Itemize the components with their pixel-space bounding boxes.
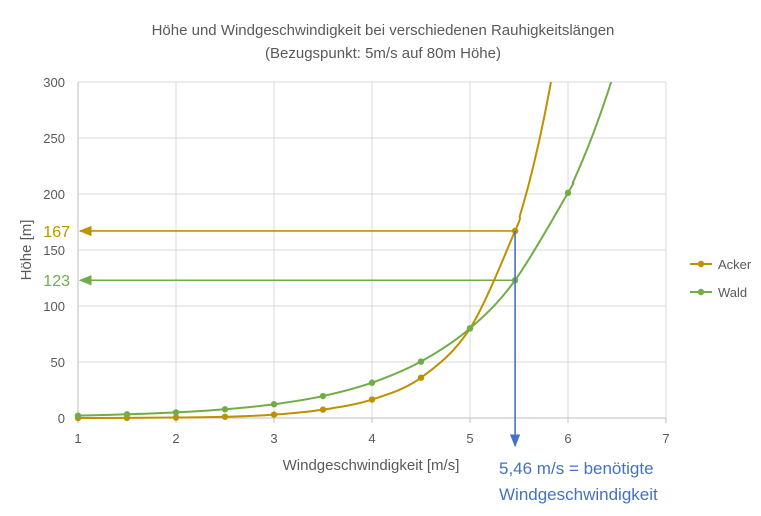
speed-annotation-line2: Windgeschwindigkeit (499, 485, 658, 504)
data-point-wald (564, 189, 572, 197)
y-tick-label: 100 (43, 299, 65, 314)
data-point-acker (270, 411, 278, 418)
grid (78, 81, 667, 418)
x-tick-label: 3 (270, 431, 277, 446)
data-point-wald (466, 325, 474, 332)
reference-label: 167 (43, 224, 70, 241)
data-point-wald (270, 401, 278, 408)
x-tick-label: 4 (368, 431, 375, 446)
data-point-wald (221, 406, 229, 413)
data-point-wald (368, 379, 376, 386)
x-tick-label: 7 (662, 431, 669, 446)
y-tick-label: 250 (43, 131, 65, 146)
legend-marker-wald (697, 288, 705, 296)
data-point-acker (417, 374, 425, 381)
chart-subtitle: (Bezugspunkt: 5m/s auf 80m Höhe) (265, 45, 501, 62)
data-point-wald (74, 412, 82, 419)
y-tick-label: 200 (43, 187, 65, 202)
y-tick-label: 150 (43, 243, 65, 258)
data-point-wald (172, 409, 180, 416)
y-tick-label: 0 (58, 411, 65, 426)
chart-title: Höhe und Windgeschwindigkeit bei verschi… (152, 22, 615, 39)
x-tick-label: 5 (466, 431, 473, 446)
legend-label-acker: Acker (718, 257, 752, 272)
legend-label-wald: Wald (718, 285, 747, 300)
legend-marker-acker (697, 260, 705, 268)
data-point-acker (172, 414, 180, 421)
speed-annotation-line1: 5,46 m/s = benötigte (499, 459, 654, 478)
x-tick-label: 1 (74, 431, 81, 446)
series-group (74, 81, 613, 422)
data-point-wald (319, 392, 327, 400)
y-axis-label: Höhe [m] (18, 220, 35, 281)
reference-lines: 167 123 (43, 224, 516, 290)
y-tick-label: 50 (51, 355, 65, 370)
data-point-wald (417, 358, 425, 365)
data-point-wald (123, 411, 131, 418)
series-line-wald (77, 81, 613, 417)
reference-label: 123 (43, 273, 70, 290)
data-point-acker (319, 406, 327, 413)
data-point-acker (221, 413, 229, 420)
y-tick-label: 300 (43, 75, 65, 90)
x-axis-label: Windgeschwindigkeit [m/s] (283, 457, 460, 474)
legend: Acker Wald (690, 257, 752, 300)
data-point-acker (368, 396, 376, 403)
x-tick-label: 2 (172, 431, 179, 446)
x-tick-label: 6 (564, 431, 571, 446)
